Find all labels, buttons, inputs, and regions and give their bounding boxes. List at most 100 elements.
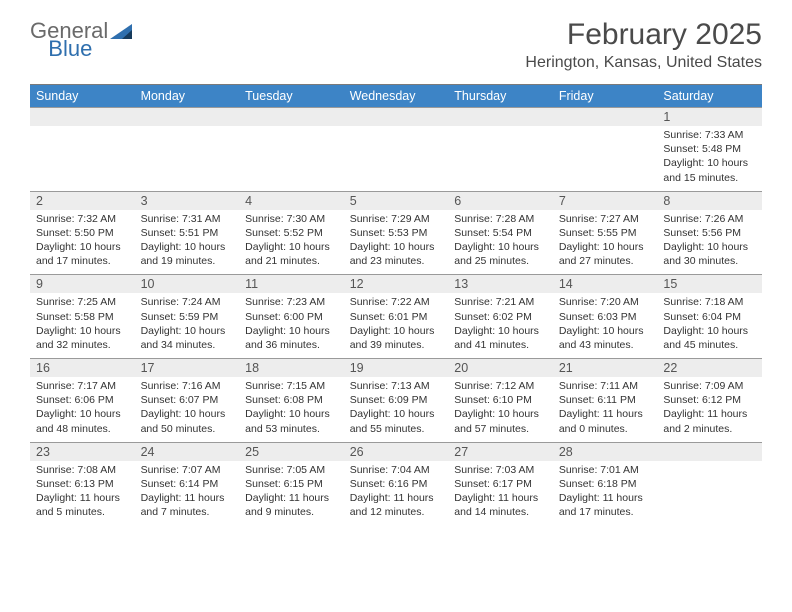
day-cell: Sunrise: 7:25 AMSunset: 5:58 PMDaylight:… [30, 293, 135, 358]
daylight-line: Daylight: 10 hours and 25 minutes. [454, 240, 547, 268]
daylight-line: Daylight: 10 hours and 50 minutes. [141, 407, 234, 435]
sunrise-line: Sunrise: 7:08 AM [36, 463, 129, 477]
day-number [344, 108, 449, 126]
day-cell: Sunrise: 7:20 AMSunset: 6:03 PMDaylight:… [553, 293, 658, 358]
sunset-line: Sunset: 6:17 PM [454, 477, 547, 491]
daylight-line: Daylight: 10 hours and 36 minutes. [245, 324, 338, 352]
daylight-line: Daylight: 10 hours and 39 minutes. [350, 324, 443, 352]
sunrise-line: Sunrise: 7:11 AM [559, 379, 652, 393]
sunrise-line: Sunrise: 7:12 AM [454, 379, 547, 393]
sunset-line: Sunset: 5:51 PM [141, 226, 234, 240]
title-block: February 2025 Herington, Kansas, United … [525, 18, 762, 72]
day-number: 20 [448, 359, 553, 377]
sunset-line: Sunset: 6:02 PM [454, 310, 547, 324]
sunset-line: Sunset: 5:53 PM [350, 226, 443, 240]
sunrise-line: Sunrise: 7:21 AM [454, 295, 547, 309]
sunrise-line: Sunrise: 7:31 AM [141, 212, 234, 226]
daylight-line: Daylight: 10 hours and 55 minutes. [350, 407, 443, 435]
dow-header: Monday [135, 85, 240, 107]
sunset-line: Sunset: 6:18 PM [559, 477, 652, 491]
daylight-line: Daylight: 10 hours and 27 minutes. [559, 240, 652, 268]
week-row: 2345678Sunrise: 7:32 AMSunset: 5:50 PMDa… [30, 191, 762, 275]
sunrise-line: Sunrise: 7:26 AM [663, 212, 756, 226]
day-cell: Sunrise: 7:11 AMSunset: 6:11 PMDaylight:… [553, 377, 658, 442]
logo: General Blue [30, 18, 184, 44]
day-cell: Sunrise: 7:26 AMSunset: 5:56 PMDaylight:… [657, 210, 762, 275]
sunset-line: Sunset: 5:55 PM [559, 226, 652, 240]
day-cell: Sunrise: 7:16 AMSunset: 6:07 PMDaylight:… [135, 377, 240, 442]
sunset-line: Sunset: 5:56 PM [663, 226, 756, 240]
day-number: 25 [239, 443, 344, 461]
day-cell: Sunrise: 7:33 AMSunset: 5:48 PMDaylight:… [657, 126, 762, 191]
dow-header: Saturday [657, 85, 762, 107]
sunset-line: Sunset: 5:59 PM [141, 310, 234, 324]
dow-header: Friday [553, 85, 658, 107]
day-number: 13 [448, 275, 553, 293]
day-cell [344, 126, 449, 191]
sunrise-line: Sunrise: 7:28 AM [454, 212, 547, 226]
daylight-line: Daylight: 10 hours and 15 minutes. [663, 156, 756, 184]
sunset-line: Sunset: 6:12 PM [663, 393, 756, 407]
day-cell: Sunrise: 7:32 AMSunset: 5:50 PMDaylight:… [30, 210, 135, 275]
day-cell: Sunrise: 7:22 AMSunset: 6:01 PMDaylight:… [344, 293, 449, 358]
day-number: 24 [135, 443, 240, 461]
sunset-line: Sunset: 6:00 PM [245, 310, 338, 324]
day-cell: Sunrise: 7:27 AMSunset: 5:55 PMDaylight:… [553, 210, 658, 275]
sunrise-line: Sunrise: 7:32 AM [36, 212, 129, 226]
day-number: 3 [135, 192, 240, 210]
sunrise-line: Sunrise: 7:27 AM [559, 212, 652, 226]
sunrise-line: Sunrise: 7:05 AM [245, 463, 338, 477]
daylight-line: Daylight: 10 hours and 21 minutes. [245, 240, 338, 268]
daylight-line: Daylight: 11 hours and 2 minutes. [663, 407, 756, 435]
day-cell: Sunrise: 7:07 AMSunset: 6:14 PMDaylight:… [135, 461, 240, 526]
header: General Blue February 2025 Herington, Ka… [0, 0, 792, 78]
daylight-line: Daylight: 10 hours and 17 minutes. [36, 240, 129, 268]
sunset-line: Sunset: 5:50 PM [36, 226, 129, 240]
sunrise-line: Sunrise: 7:18 AM [663, 295, 756, 309]
day-number: 8 [657, 192, 762, 210]
day-number: 11 [239, 275, 344, 293]
dow-header: Tuesday [239, 85, 344, 107]
sunrise-line: Sunrise: 7:33 AM [663, 128, 756, 142]
logo-text-blue: Blue [48, 36, 92, 62]
day-number: 16 [30, 359, 135, 377]
day-cell [135, 126, 240, 191]
day-cell: Sunrise: 7:01 AMSunset: 6:18 PMDaylight:… [553, 461, 658, 526]
day-cell: Sunrise: 7:17 AMSunset: 6:06 PMDaylight:… [30, 377, 135, 442]
sunrise-line: Sunrise: 7:07 AM [141, 463, 234, 477]
day-cell: Sunrise: 7:21 AMSunset: 6:02 PMDaylight:… [448, 293, 553, 358]
daylight-line: Daylight: 10 hours and 53 minutes. [245, 407, 338, 435]
daylight-line: Daylight: 11 hours and 9 minutes. [245, 491, 338, 519]
sunrise-line: Sunrise: 7:01 AM [559, 463, 652, 477]
sunset-line: Sunset: 6:06 PM [36, 393, 129, 407]
sunset-line: Sunset: 6:10 PM [454, 393, 547, 407]
daylight-line: Daylight: 10 hours and 19 minutes. [141, 240, 234, 268]
daylight-line: Daylight: 10 hours and 30 minutes. [663, 240, 756, 268]
day-number: 19 [344, 359, 449, 377]
day-cell: Sunrise: 7:24 AMSunset: 5:59 PMDaylight:… [135, 293, 240, 358]
day-cell [657, 461, 762, 526]
sunrise-line: Sunrise: 7:13 AM [350, 379, 443, 393]
day-number: 12 [344, 275, 449, 293]
sunrise-line: Sunrise: 7:30 AM [245, 212, 338, 226]
daylight-line: Daylight: 11 hours and 14 minutes. [454, 491, 547, 519]
sunset-line: Sunset: 6:13 PM [36, 477, 129, 491]
day-cell: Sunrise: 7:31 AMSunset: 5:51 PMDaylight:… [135, 210, 240, 275]
sunrise-line: Sunrise: 7:16 AM [141, 379, 234, 393]
day-cell: Sunrise: 7:08 AMSunset: 6:13 PMDaylight:… [30, 461, 135, 526]
day-cell: Sunrise: 7:05 AMSunset: 6:15 PMDaylight:… [239, 461, 344, 526]
day-cell: Sunrise: 7:29 AMSunset: 5:53 PMDaylight:… [344, 210, 449, 275]
day-number: 5 [344, 192, 449, 210]
sunrise-line: Sunrise: 7:17 AM [36, 379, 129, 393]
sunrise-line: Sunrise: 7:04 AM [350, 463, 443, 477]
day-cell [30, 126, 135, 191]
day-number: 10 [135, 275, 240, 293]
sunset-line: Sunset: 6:15 PM [245, 477, 338, 491]
daylight-line: Daylight: 10 hours and 32 minutes. [36, 324, 129, 352]
day-number: 15 [657, 275, 762, 293]
day-number: 9 [30, 275, 135, 293]
calendar: SundayMondayTuesdayWednesdayThursdayFrid… [30, 84, 762, 525]
day-number: 22 [657, 359, 762, 377]
day-cell [553, 126, 658, 191]
sunrise-line: Sunrise: 7:25 AM [36, 295, 129, 309]
